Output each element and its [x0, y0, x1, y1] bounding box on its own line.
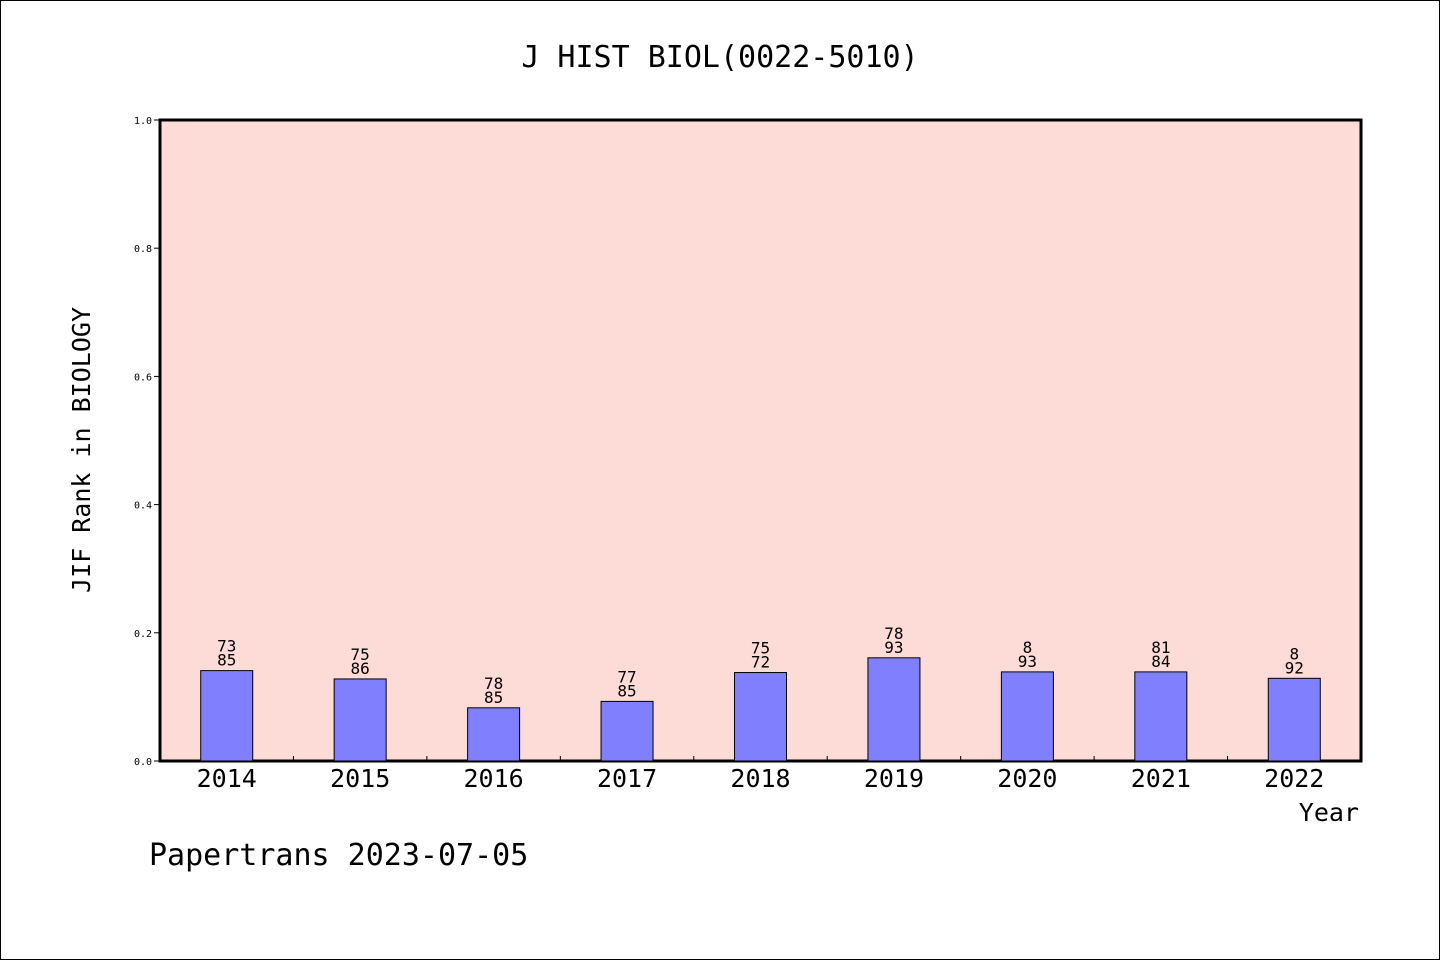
bar-label-bottom: 93 — [1018, 652, 1037, 671]
bar-2019 — [867, 657, 921, 762]
bar-label-top: 75 — [351, 645, 370, 664]
bar-2018 — [734, 672, 787, 762]
y-axis-label: JIF Rank in BIOLOGY — [67, 307, 96, 593]
bar-2022 — [1267, 677, 1321, 762]
bar-label-bottom: 86 — [351, 659, 370, 678]
bar-label-top: 73 — [217, 637, 236, 656]
y-tick-label: 0.4 — [134, 501, 152, 512]
x-tick-label: 2020 — [997, 764, 1057, 793]
bar-2021 — [1134, 671, 1188, 762]
x-tick-label: 2015 — [330, 764, 390, 793]
footer-credit: Papertrans 2023-07-05 — [149, 838, 528, 873]
bar-label-top: 75 — [751, 639, 770, 658]
y-tick-label: 0.0 — [134, 757, 152, 768]
bar-label-top: 78 — [484, 674, 503, 693]
x-tick-label: 2014 — [197, 764, 257, 793]
bar-2015 — [333, 678, 387, 762]
bar-label-bottom: 93 — [884, 638, 903, 657]
y-tick-label: 0.2 — [134, 629, 152, 640]
x-axis: 2014 2015 2016 2017 2018 2019 2020 2021 2022 — [197, 756, 1324, 793]
x-tick-label: 2017 — [597, 764, 657, 793]
x-tick-label: 2021 — [1131, 764, 1191, 793]
bar-label-bottom: 72 — [751, 653, 770, 672]
bar-label-top: 8 — [1289, 644, 1299, 663]
chart-title: J HIST BIOL(0022-5010) — [521, 40, 918, 75]
x-tick-label: 2019 — [864, 764, 924, 793]
plot-area — [158, 118, 1363, 763]
x-axis-label: Year — [1299, 798, 1359, 827]
bar-label-bottom: 85 — [484, 688, 503, 707]
bar-label-top: 81 — [1151, 638, 1170, 657]
bar-label-top: 8 — [1023, 638, 1033, 657]
bar-2014 — [200, 670, 254, 762]
y-tick-label: 1.0 — [134, 116, 152, 127]
y-tick-label: 0.8 — [134, 244, 152, 255]
y-tick-label: 0.6 — [134, 372, 152, 383]
bar-series — [200, 657, 1321, 762]
x-tick-label: 2016 — [464, 764, 524, 793]
bar-2020 — [1000, 671, 1054, 762]
x-tick-label: 2022 — [1264, 764, 1324, 793]
bar-label-bottom: 85 — [617, 681, 636, 700]
y-axis: 0.0 0.2 0.4 0.6 0.8 1.0 — [134, 116, 160, 768]
bar-label-top: 77 — [617, 667, 636, 686]
bar-label-top: 78 — [884, 624, 903, 643]
bar-2017 — [600, 700, 654, 762]
bar-label-bottom: 84 — [1151, 652, 1170, 671]
bar-label-bottom: 85 — [217, 651, 236, 670]
x-tick-label: 2018 — [730, 764, 790, 793]
bar-2016 — [467, 707, 521, 762]
bar-label-bottom: 92 — [1285, 658, 1304, 677]
